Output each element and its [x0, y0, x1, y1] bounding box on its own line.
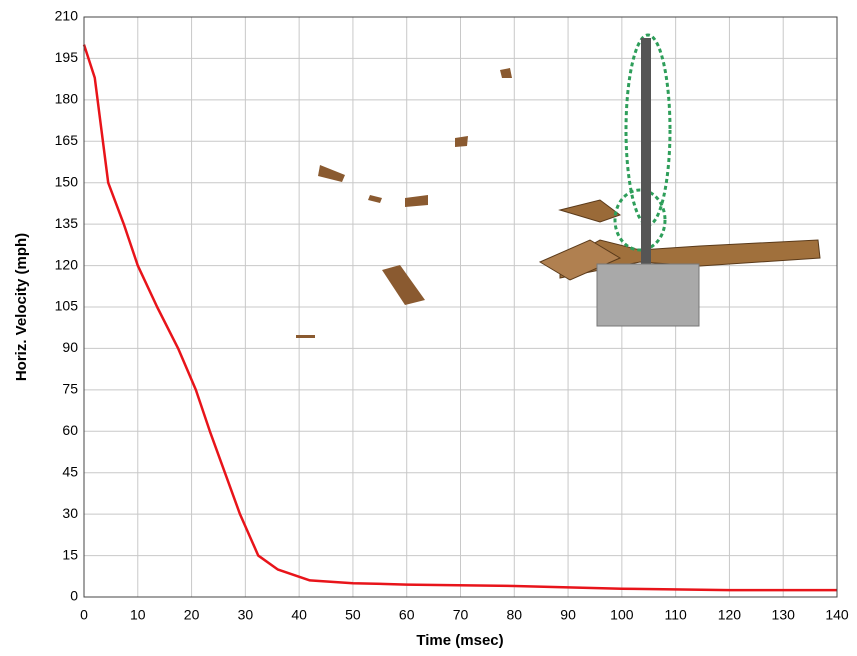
debris [405, 195, 428, 207]
debris [538, 239, 622, 281]
x-tick-label: 110 [664, 607, 687, 623]
x-tick-label: 30 [238, 607, 254, 623]
x-tick-label: 70 [453, 607, 469, 623]
debris [296, 335, 315, 338]
y-tick-label: 105 [55, 298, 79, 314]
y-tick-label: 195 [55, 49, 79, 65]
netting [613, 188, 667, 252]
x-tick-label: 10 [130, 607, 146, 623]
x-tick-label: 140 [825, 607, 849, 623]
debris [558, 199, 622, 223]
foundation [596, 263, 700, 327]
debris [500, 68, 512, 78]
simulation-image [296, 33, 821, 338]
x-tick-label: 50 [345, 607, 361, 623]
x-tick-label: 90 [560, 607, 576, 623]
y-tick-label: 60 [62, 422, 78, 438]
y-axis-title: Horiz. Velocity (mph) [13, 233, 30, 381]
y-tick-label: 210 [55, 8, 79, 24]
debris [382, 265, 425, 305]
x-axis-title: Time (msec) [416, 632, 503, 649]
x-tick-label: 130 [772, 607, 796, 623]
x-tick-label: 100 [610, 607, 634, 623]
x-tick-label: 120 [718, 607, 742, 623]
y-tick-label: 150 [55, 173, 79, 189]
y-tick-label: 90 [62, 339, 78, 355]
x-tick-label: 20 [184, 607, 200, 623]
series [82, 44, 837, 592]
pole [641, 38, 651, 264]
y-tick-label: 45 [62, 463, 78, 479]
x-tick-label: 0 [80, 607, 88, 623]
y-tick-label: 135 [55, 215, 79, 231]
y-tick-label: 15 [62, 546, 78, 562]
y-tick-label: 120 [55, 256, 79, 272]
x-tick-label: 80 [506, 607, 522, 623]
debris [318, 165, 345, 182]
x-tick-label: 60 [399, 607, 415, 623]
y-tick-label: 180 [55, 91, 79, 107]
debris [455, 136, 468, 147]
debris [368, 195, 382, 203]
y-tick-label: 75 [62, 381, 78, 397]
line [82, 44, 837, 592]
y-tick-label: 165 [55, 132, 79, 148]
x-tick-label: 40 [291, 607, 307, 623]
y-tick-label: 0 [70, 588, 78, 604]
plot-border [83, 16, 838, 598]
y-tick-label: 30 [62, 505, 78, 521]
